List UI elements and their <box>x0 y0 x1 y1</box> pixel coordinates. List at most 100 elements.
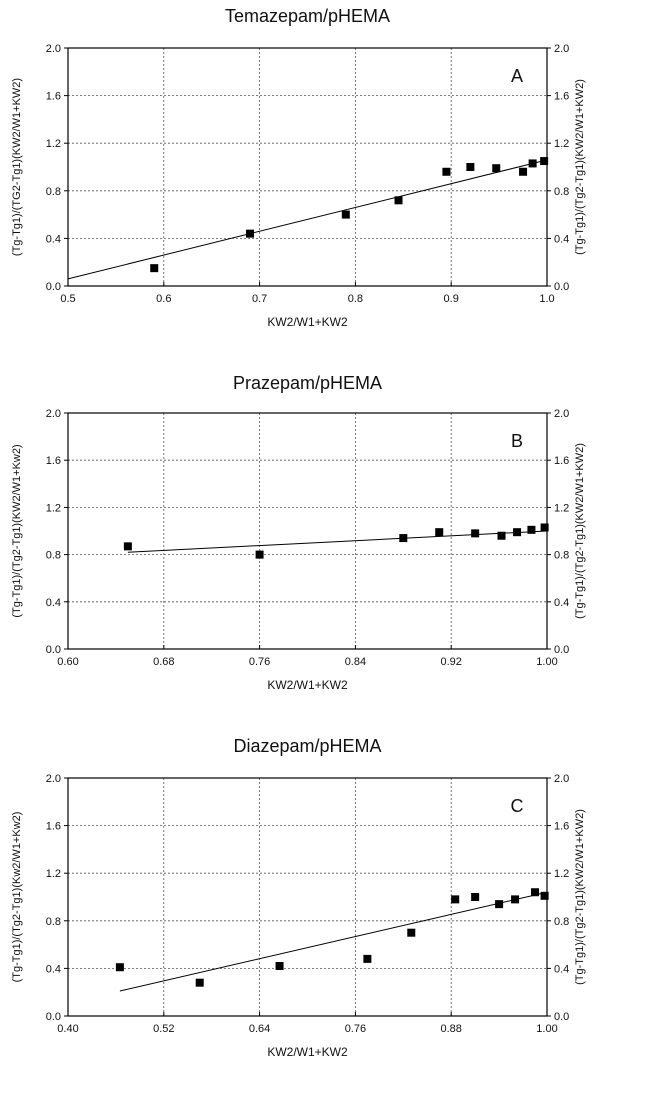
x-tick-label: 0.68 <box>153 656 174 668</box>
y-tick-label-left: 0.8 <box>46 550 61 562</box>
data-point <box>394 196 403 205</box>
y-tick-label-right: 0.4 <box>554 233 569 245</box>
y-tick-label-left: 1.6 <box>46 455 61 467</box>
y-tick-label-right: 2.0 <box>554 43 569 55</box>
y-axis-label-left: (Tg-Tg1)/(Tg2-Tg1)(KW2/W1+Kw2) <box>11 444 23 617</box>
x-tick-label: 0.40 <box>57 1023 78 1035</box>
data-point <box>519 167 528 176</box>
data-point <box>495 900 504 909</box>
y-tick-label-left: 0.0 <box>46 1011 61 1023</box>
data-point <box>511 895 520 904</box>
y-tick-label-right: 2.0 <box>554 408 569 420</box>
y-tick-label-left: 1.2 <box>46 868 61 880</box>
y-tick-label-left: 1.2 <box>46 502 61 514</box>
x-tick-label: 1.00 <box>536 656 557 668</box>
y-tick-label-left: 1.6 <box>46 91 61 103</box>
y-tick-label-right: 0.8 <box>554 916 569 928</box>
y-axis-label-left: (Tg-Tg1)/(TG2-Tg1)(KW2/W1+KW2) <box>11 78 23 256</box>
data-point <box>513 528 522 537</box>
data-point <box>540 523 549 532</box>
chart-title: Temazepam/pHEMA <box>225 6 390 26</box>
y-tick-label-left: 0.8 <box>46 916 61 928</box>
y-tick-label-left: 0.4 <box>46 597 61 609</box>
y-tick-label-right: 0.0 <box>554 644 569 656</box>
x-tick-label: 0.5 <box>60 293 75 305</box>
x-tick-label: 0.76 <box>345 1023 366 1035</box>
data-point <box>246 229 255 238</box>
panel-label: B <box>511 431 523 451</box>
plot-frame <box>67 47 548 287</box>
data-point <box>435 528 444 537</box>
data-point <box>540 157 549 166</box>
data-point <box>195 978 204 987</box>
y-tick-label-right: 1.6 <box>554 91 569 103</box>
fit-line <box>127 530 548 553</box>
y-tick-label-right: 1.2 <box>554 502 569 514</box>
data-point <box>497 531 506 540</box>
data-point <box>115 963 124 972</box>
y-tick-label-right: 1.2 <box>554 138 569 150</box>
y-tick-label-right: 0.0 <box>554 1011 569 1023</box>
data-point <box>528 159 537 168</box>
x-tick-label: 1.0 <box>539 293 554 305</box>
y-tick-label-left: 2.0 <box>46 773 61 785</box>
x-tick-label: 0.88 <box>440 1023 461 1035</box>
x-tick-label: 0.64 <box>249 1023 270 1035</box>
x-tick-label: 0.92 <box>440 656 461 668</box>
data-point <box>123 542 132 551</box>
data-point <box>531 888 540 897</box>
y-tick-label-left: 1.6 <box>46 821 61 833</box>
x-axis-label: KW2/W1+KW2 <box>267 315 348 329</box>
y-tick-label-right: 1.2 <box>554 868 569 880</box>
x-tick-label: 0.60 <box>57 656 78 668</box>
y-tick-label-right: 0.0 <box>554 281 569 293</box>
y-tick-label-left: 1.2 <box>46 138 61 150</box>
y-tick-label-right: 1.6 <box>554 821 569 833</box>
x-tick-label: 0.52 <box>153 1023 174 1035</box>
data-point <box>471 529 480 538</box>
x-axis-label: KW2/W1+KW2 <box>267 1045 348 1059</box>
y-tick-label-left: 0.0 <box>46 281 61 293</box>
x-tick-label: 0.76 <box>249 656 270 668</box>
x-tick-label: 0.7 <box>252 293 267 305</box>
y-tick-label-right: 2.0 <box>554 773 569 785</box>
data-point <box>399 534 408 543</box>
data-point <box>255 550 264 559</box>
data-point <box>492 164 501 173</box>
data-point <box>540 891 549 900</box>
y-tick-label-left: 2.0 <box>46 408 61 420</box>
data-point <box>466 163 475 171</box>
x-tick-label: 0.9 <box>444 293 459 305</box>
data-point <box>275 962 284 971</box>
x-axis-label: KW2/W1+KW2 <box>267 678 348 692</box>
y-tick-label-right: 0.4 <box>554 597 569 609</box>
data-point <box>451 895 460 904</box>
x-tick-label: 0.8 <box>348 293 363 305</box>
y-tick-label-right: 0.4 <box>554 963 569 975</box>
y-axis-label-right: (Tg-Tg1)/(Tg2-Tg1)(KW2/W1+KW2) <box>574 79 586 255</box>
y-tick-label-right: 1.6 <box>554 455 569 467</box>
y-axis-label-left: (Tg-Tg1)/(Tg2-Tg1)(Kw2/W1+Kw2) <box>11 812 23 983</box>
y-tick-label-left: 2.0 <box>46 43 61 55</box>
x-tick-label: 0.6 <box>156 293 171 305</box>
y-tick-label-left: 0.4 <box>46 233 61 245</box>
data-point <box>407 928 416 937</box>
y-tick-label-left: 0.8 <box>46 186 61 198</box>
y-tick-label-right: 0.8 <box>554 186 569 198</box>
y-tick-label-left: 0.4 <box>46 963 61 975</box>
y-axis-label-right: (Tg-Tg1)/(Tg2-Tg1)(KW2/W1+KW2) <box>574 809 586 985</box>
y-axis-label-right: (Tg-Tg1)/(Tg2-Tg1)(KW2/W1+KW2) <box>574 443 586 619</box>
data-point <box>442 167 451 176</box>
data-point <box>363 954 372 963</box>
chart-title: Diazepam/pHEMA <box>233 736 381 756</box>
y-tick-label-left: 0.0 <box>46 644 61 656</box>
fit-line <box>67 159 548 280</box>
data-point <box>471 893 480 901</box>
panel-label: A <box>511 66 523 86</box>
chart-title: Prazepam/pHEMA <box>233 373 382 393</box>
